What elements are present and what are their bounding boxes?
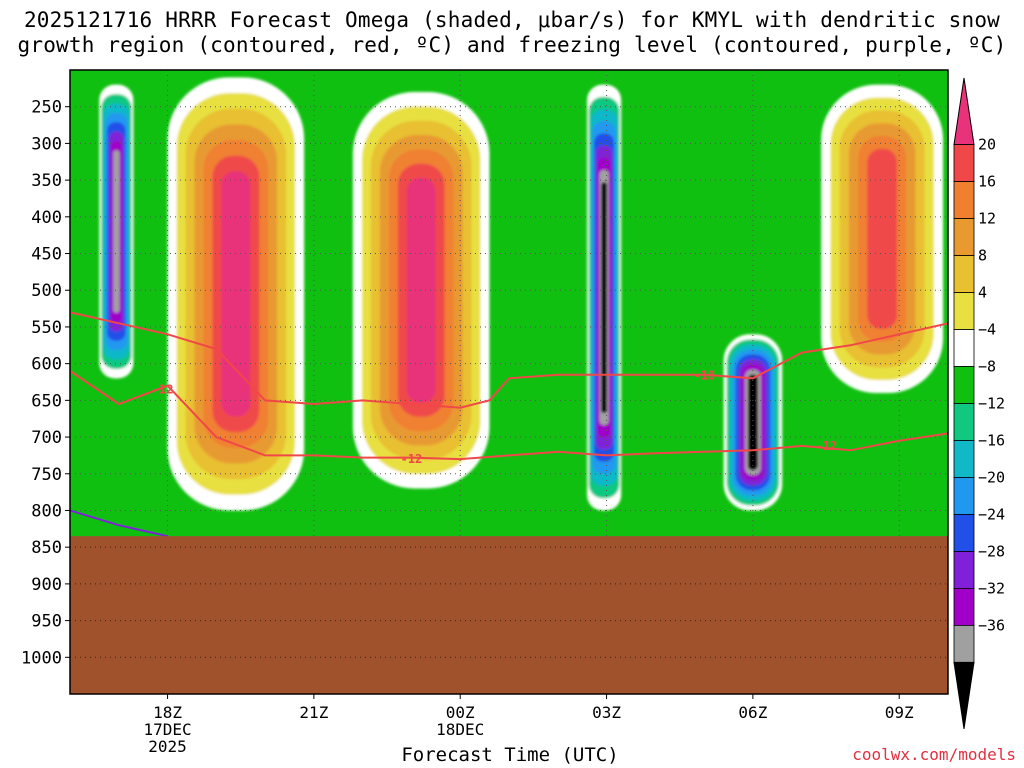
x-tick-label-18Z: 18Z [153,703,182,722]
colorbar-label-6: −8 [978,358,996,376]
colorbar-label-10: −24 [978,505,1005,523]
x-tick-label-21Z: 21Z [299,703,328,722]
colorbar-band-6 [953,329,975,367]
colorbar-top-triangle [953,77,975,146]
colorbar-band-12 [953,551,975,589]
y-tick-label-850: 850 [31,538,62,558]
colorbar-label-13: −36 [978,616,1005,634]
negative-omega-cell-1-level-8 [601,182,607,413]
x-tick-label-06Z: 06Z [738,703,767,722]
colorbar-label-5: −4 [978,321,996,339]
colorbar-label-3: 8 [978,247,987,265]
credit-link[interactable]: coolwx.com/models [852,745,1016,764]
dgz-contour-lower [70,370,948,461]
colorbar-band-2 [953,181,975,219]
positive-omega-cell-2-level-6 [406,178,436,403]
contour-label-1: -12 [401,452,423,466]
colorbar-label-2: 12 [978,210,996,228]
positive-omega-cell-1-level-6 [221,171,251,417]
positive-omega-cell-3 [821,84,944,394]
colorbar-bottom-triangle [953,661,975,730]
x-tick-date-00Z: 18DEC [436,720,484,739]
positive-omega-cell-2 [352,92,490,489]
x-tick-date-18Z: 17DEC [143,720,191,739]
plot-frame [69,69,949,695]
colorbar-band-9 [953,440,975,478]
colorbar-label-8: −16 [978,431,1005,449]
colorbar-band-8 [953,403,975,441]
x-tick-label-09Z: 09Z [885,703,914,722]
y-tick-label-400: 400 [31,208,62,228]
y-tick-label-750: 750 [31,465,62,485]
colorbar-band-10 [953,477,975,515]
y-tick-label-800: 800 [31,501,62,521]
y-tick-label-550: 550 [31,318,62,338]
y-tick-label-450: 450 [31,245,62,265]
colorbar-band-13 [953,588,975,626]
colorbar-band-4 [953,255,975,293]
contour-label-0: -12 [152,382,174,396]
negative-omega-cell-2-level-8 [748,374,758,471]
ground-below-surface [70,536,948,694]
freezing-level-contour [70,509,168,538]
colorbar-band-7 [953,366,975,404]
y-tick-label-650: 650 [31,391,62,411]
x-tick-year-18Z: 2025 [148,737,187,756]
y-tick-label-900: 900 [31,575,62,595]
contour-label-3: -12 [815,439,837,453]
y-tick-label-250: 250 [31,98,62,118]
y-tick-label-300: 300 [31,134,62,154]
x-axis-title: Forecast Time (UTC) [401,744,619,766]
negative-omega-cell-2 [723,334,783,511]
contour-label-2: -18 [693,368,715,382]
colorbar-label-12: −32 [978,579,1005,597]
y-tick-label-500: 500 [31,281,62,301]
colorbar-band-3 [953,218,975,256]
colorbar-band-1 [953,144,975,182]
positive-omega-cell-1 [167,77,305,511]
positive-omega-cell-3-level-5 [867,148,897,329]
x-tick-label-00Z: 00Z [446,703,475,722]
y-tick-label-950: 950 [31,612,62,632]
y-tick-label-1000: 1000 [21,648,62,668]
colorbar-label-1: 16 [978,173,996,191]
y-tick-label-600: 600 [31,355,62,375]
colorbar-band-5 [953,292,975,330]
negative-omega-cell-3-level-7 [113,150,120,313]
colorbar-label-9: −20 [978,468,1005,486]
y-tick-label-700: 700 [31,428,62,448]
chart-title-line-2: growth region (contoured, red, ºC) and f… [17,33,1007,57]
dgz-contour-upper [70,311,948,409]
chart-title-line-1: 2025121716 HRRR Forecast Omega (shaded, … [23,8,1001,32]
colorbar-label-0: 20 [978,136,996,154]
negative-omega-cell-1 [587,84,622,511]
y-tick-label-350: 350 [31,171,62,191]
colorbar-band-11 [953,514,975,552]
negative-omega-cell-3 [99,84,134,379]
colorbar-label-4: 4 [978,284,987,302]
colorbar-band-14 [953,625,975,663]
colorbar-label-11: −28 [978,542,1005,560]
colorbar-label-7: −12 [978,394,1005,412]
x-tick-label-03Z: 03Z [592,703,621,722]
